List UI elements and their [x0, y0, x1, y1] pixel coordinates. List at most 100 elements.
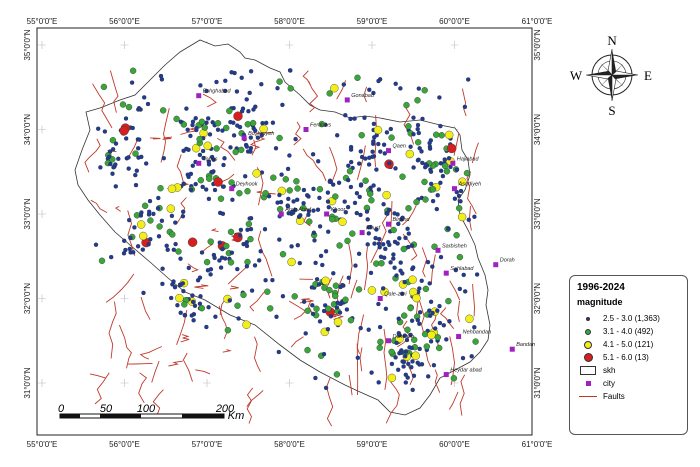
earthquake-point	[396, 221, 401, 227]
earthquake-point	[399, 173, 406, 180]
earthquake-point	[367, 190, 374, 198]
west-label: W	[570, 68, 583, 83]
earthquake-point	[297, 260, 302, 266]
earthquake-point	[454, 167, 459, 172]
earthquake-point	[376, 344, 383, 351]
earthquake-point	[314, 277, 320, 282]
earthquake-point	[460, 355, 466, 361]
earthquake-point	[354, 74, 361, 82]
earthquake-point	[346, 177, 351, 183]
earthquake-point	[458, 188, 464, 194]
city-marker	[509, 346, 515, 352]
fault-line	[363, 246, 369, 290]
earthquake-point	[346, 163, 351, 169]
lat-label-left-3: 32°0'0"N	[23, 283, 32, 314]
earthquake-point	[463, 169, 471, 177]
earthquake-point	[259, 81, 264, 87]
earthquake-point	[127, 246, 133, 252]
city-swatch	[585, 381, 591, 386]
earthquake-point	[446, 226, 451, 231]
earthquake-point	[372, 135, 377, 140]
earthquake-point	[291, 293, 298, 300]
earthquake-point	[204, 324, 209, 330]
earthquake-point	[401, 364, 406, 369]
lon-label-top-0: 55°0'0"E	[27, 17, 58, 26]
earthquake-point	[227, 298, 233, 303]
city-label: Tabas	[203, 156, 218, 162]
earthquake-point	[293, 136, 298, 142]
earthquake-point	[443, 168, 451, 175]
earthquake-point	[166, 204, 176, 213]
earthquake-point	[368, 197, 375, 204]
earthquake-point	[130, 125, 135, 131]
earthquake-point	[373, 125, 383, 135]
earthquake-point	[447, 143, 457, 154]
earthquake-point	[293, 178, 300, 185]
magnitude-swatch-2	[584, 340, 592, 349]
earthquake-point	[403, 235, 408, 241]
city-marker	[450, 160, 456, 166]
earthquake-point	[406, 231, 411, 236]
earthquake-point	[303, 331, 308, 336]
earthquake-point	[170, 282, 175, 287]
fault-line	[256, 190, 276, 195]
earthquake-point	[318, 120, 325, 128]
fault-line	[403, 104, 415, 145]
fault-line	[249, 292, 265, 312]
earthquake-point	[273, 146, 279, 151]
earthquake-point	[356, 251, 362, 257]
earthquake-point	[227, 228, 235, 236]
earthquake-point	[405, 149, 414, 159]
earthquake-point	[191, 143, 201, 153]
lat-label-left-1: 34°0'0"N	[23, 114, 32, 145]
earthquake-point	[453, 231, 460, 239]
earthquake-point	[472, 325, 477, 330]
earthquake-point	[425, 259, 431, 265]
earthquake-point	[287, 153, 292, 158]
earthquake-point	[371, 183, 376, 188]
earthquake-point	[355, 355, 360, 360]
earthquake-point	[313, 260, 318, 266]
earthquake-point	[395, 241, 400, 246]
earthquake-point	[352, 116, 357, 121]
earthquake-point	[95, 126, 101, 131]
city-marker	[196, 160, 202, 166]
earthquake-point	[220, 128, 225, 133]
earthquake-point	[156, 234, 162, 239]
fault-line	[222, 349, 232, 353]
earthquake-point	[295, 197, 300, 203]
earthquake-point	[408, 332, 413, 338]
earthquake-point	[366, 231, 371, 236]
earthquake-point	[387, 373, 397, 383]
fault-line	[356, 145, 366, 180]
earthquake-point	[192, 303, 198, 308]
earthquake-point	[128, 235, 133, 241]
city-label: Khoor	[331, 207, 347, 213]
fault-line	[89, 373, 106, 379]
earthquake-point	[346, 275, 351, 280]
fault-line	[246, 390, 264, 407]
earthquake-point	[446, 155, 452, 161]
earthquake-point	[228, 119, 233, 125]
earthquake-point	[393, 355, 398, 360]
earthquake-point	[197, 152, 203, 158]
lon-label-bottom-1: 56°0'0"E	[109, 440, 140, 449]
legend-city-label: city	[603, 379, 615, 388]
earthquake-point	[160, 266, 165, 271]
city-label: Asadiyeh	[458, 182, 482, 188]
earthquake-point	[398, 86, 403, 91]
earthquake-point	[141, 290, 146, 296]
earthquake-point	[165, 247, 170, 253]
fault-line	[308, 80, 319, 113]
earthquake-point	[306, 218, 313, 225]
earthquake-point	[130, 250, 136, 255]
earthquake-point	[381, 142, 387, 147]
earthquake-point	[264, 120, 269, 126]
earthquake-point	[367, 286, 377, 295]
earthquake-point	[323, 385, 329, 391]
earthquake-point	[280, 294, 286, 299]
city-marker	[359, 230, 365, 236]
earthquake-point	[126, 166, 131, 171]
earthquake-point	[336, 242, 343, 249]
